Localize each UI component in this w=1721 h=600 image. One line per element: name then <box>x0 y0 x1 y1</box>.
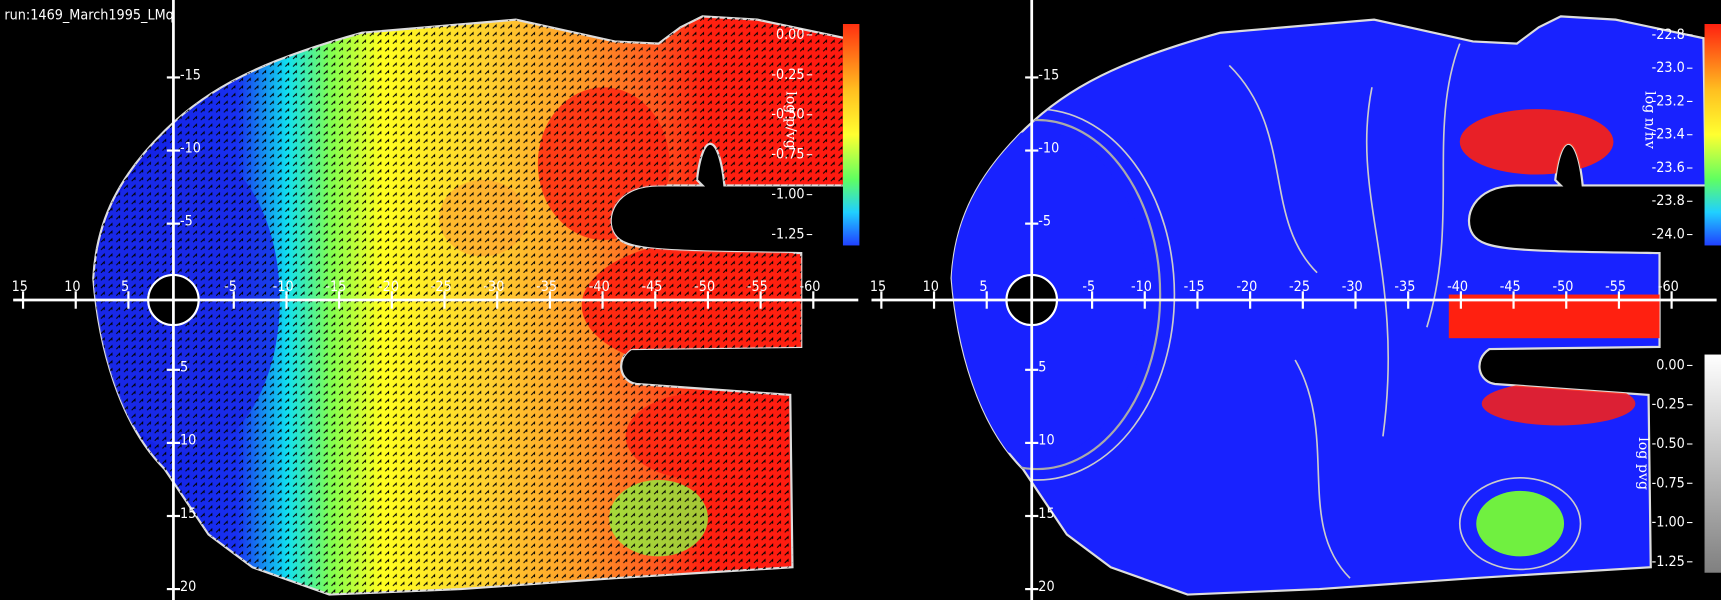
x-tick-label: -30 <box>483 279 504 295</box>
x-tick-label: -50 <box>1552 279 1573 295</box>
x-tick-label: -40 <box>589 279 610 295</box>
x-tick-label: -55 <box>1605 279 1626 295</box>
y-tick-label: 5 <box>1038 360 1046 376</box>
x-tick-label: 5 <box>121 279 129 295</box>
x-tick-label: -15 <box>1184 279 1205 295</box>
colorbar-tick-label: -1.25 <box>771 227 804 243</box>
x-tick-label: -50 <box>694 279 715 295</box>
y-tick-label: 15 <box>1038 506 1054 522</box>
colorbar-tick-label: -0.25 <box>1652 397 1685 413</box>
x-tick-label: -45 <box>641 279 662 295</box>
colorbar-tick-label: -23.8 <box>1652 193 1685 209</box>
x-tick-label: -5 <box>1082 279 1095 295</box>
colorbar-tick-label: -23.0 <box>1652 60 1685 76</box>
colorbar-tick-label: -1.00 <box>771 187 804 203</box>
x-tick-label: -30 <box>1342 279 1363 295</box>
x-tick-label: 15 <box>12 279 28 295</box>
colorbar-tick-label: 0.00 <box>1656 357 1685 373</box>
x-tick-label: -60 <box>1658 279 1679 295</box>
x-tick-label: -10 <box>273 279 294 295</box>
x-tick-label: 5 <box>979 279 987 295</box>
colorbar-tick-label: -23.6 <box>1652 160 1685 176</box>
colorbar-tick-label: -0.25 <box>771 67 804 83</box>
x-tick-label: -15 <box>325 279 346 295</box>
colorbar-tick-label: -22.8 <box>1652 27 1685 43</box>
colorbar-tick-label: -24.0 <box>1652 227 1685 243</box>
x-tick-label: -35 <box>536 279 557 295</box>
y-tick-label: 10 <box>1038 433 1054 449</box>
colorbar <box>1705 355 1721 573</box>
screen: run:1469_March1995_LMq 15 10 5 -5 -10 -15 -20 -… <box>0 0 1721 600</box>
y-tick-label: -15 <box>180 67 201 83</box>
colorbar-label: log p/vg <box>782 91 798 149</box>
colorbar-tick-label: -0.75 <box>771 147 804 163</box>
colorbar <box>843 24 859 245</box>
x-tick-label: 10 <box>923 279 939 295</box>
x-tick-label: -20 <box>1236 279 1257 295</box>
x-tick-label: -35 <box>1394 279 1415 295</box>
x-tick-label: -10 <box>1131 279 1152 295</box>
colorbar-tick-label: -1.25 <box>1652 554 1685 570</box>
x-tick-label: 10 <box>64 279 80 295</box>
colorbar-tick-label: 0.00 <box>776 27 805 43</box>
colorbar-label: log n/nv <box>1642 91 1658 149</box>
colorbar-tick-label: -0.50 <box>1652 436 1685 452</box>
left-panel <box>88 11 856 600</box>
x-tick-label: -60 <box>800 279 821 295</box>
run-label: run:1469_March1995_LMq <box>4 7 173 23</box>
x-tick-label: -5 <box>224 279 237 295</box>
y-tick-label: -5 <box>1038 213 1051 229</box>
x-tick-label: -40 <box>1447 279 1468 295</box>
x-tick-label: -25 <box>431 279 452 295</box>
y-tick-label: -10 <box>180 140 201 156</box>
colorbar-label: log pvg <box>1635 437 1651 490</box>
x-tick-label: -25 <box>1289 279 1310 295</box>
y-tick-label: 20 <box>1038 579 1054 595</box>
colorbar <box>1705 24 1721 245</box>
y-tick-label: -10 <box>1038 140 1059 156</box>
y-tick-label: 15 <box>180 506 196 522</box>
y-tick-label: 5 <box>180 360 188 376</box>
x-tick-label: -20 <box>378 279 399 295</box>
y-tick-label: 20 <box>180 579 196 595</box>
y-tick-label: 10 <box>180 433 196 449</box>
field-features <box>88 11 856 600</box>
x-tick-label: 15 <box>870 279 886 295</box>
colorbar-tick-label: -0.75 <box>1652 475 1685 491</box>
y-tick-label: -5 <box>180 213 193 229</box>
y-tick-label: -15 <box>1038 67 1059 83</box>
page: run:1469_March1995_LMq 15 10 5 -5 -10 -15 -20 -… <box>0 0 1721 600</box>
x-tick-label: -55 <box>747 279 768 295</box>
x-tick-label: -45 <box>1500 279 1521 295</box>
colorbar-tick-label: -1.00 <box>1652 515 1685 531</box>
